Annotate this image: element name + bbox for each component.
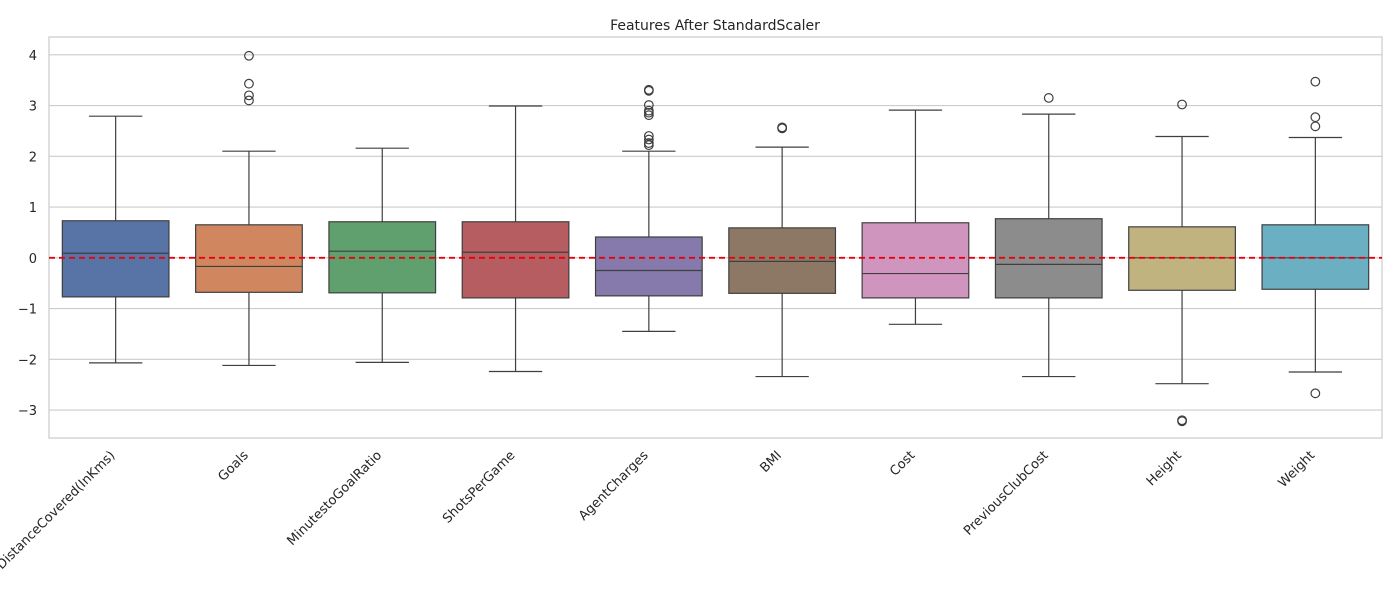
outlier-point (643, 105, 654, 116)
x-tick-label: Weight (1276, 448, 1319, 491)
x-tick-label: Cost (887, 448, 918, 479)
outlier-point (1310, 388, 1321, 399)
x-tick-label: BMI (757, 448, 785, 476)
outlier-point (1043, 93, 1054, 103)
outlier-point (244, 90, 254, 101)
iqr-box (594, 236, 703, 297)
y-tick-label: 3 (29, 100, 37, 115)
outlier-point (244, 78, 254, 89)
x-tick-label: Height (1144, 448, 1185, 489)
y-tick-label: 4 (29, 49, 37, 64)
box-0 (61, 115, 170, 364)
chart-title: Features After StandardScaler (610, 18, 820, 34)
iqr-box (728, 227, 837, 294)
box-layer (61, 50, 1370, 427)
x-tick-label: AgentCharges (576, 448, 652, 524)
y-tick-label: 0 (29, 252, 37, 267)
x-tick-label: ShotsPerGame (440, 448, 518, 526)
outlier-point (1177, 416, 1187, 427)
outlier-point (244, 95, 254, 106)
outlier-point (777, 122, 788, 133)
box-5 (728, 122, 837, 378)
iqr-box (861, 222, 970, 299)
outlier-point (643, 100, 654, 110)
x-tick-label: DistanceCovered(InKms) (0, 448, 118, 572)
x-tick-label: PreviousClubCost (961, 448, 1052, 539)
y-tick-label: 1 (29, 201, 37, 216)
y-tick-label: −1 (18, 303, 37, 318)
outlier-point (1310, 112, 1321, 123)
iqr-box (461, 221, 570, 299)
y-tick-label: −3 (18, 404, 37, 419)
x-tick-label: MinutestoGoalRatio (285, 448, 386, 549)
outlier-point (643, 134, 654, 145)
outlier-point (643, 131, 654, 141)
outlier-point (244, 50, 254, 61)
box-8 (1128, 99, 1236, 427)
y-tick-label: −2 (18, 353, 37, 368)
outlier-point (643, 84, 654, 95)
x-tick-label: Goals (215, 448, 251, 484)
outlier-point (1177, 99, 1187, 110)
outlier-point (1310, 76, 1321, 87)
y-tick-label: 2 (29, 150, 37, 165)
outlier-point (643, 138, 654, 148)
box-4 (594, 84, 703, 333)
box-6 (861, 109, 970, 325)
box-3 (461, 105, 570, 373)
iqr-box (61, 220, 170, 298)
outlier-point (643, 110, 654, 121)
